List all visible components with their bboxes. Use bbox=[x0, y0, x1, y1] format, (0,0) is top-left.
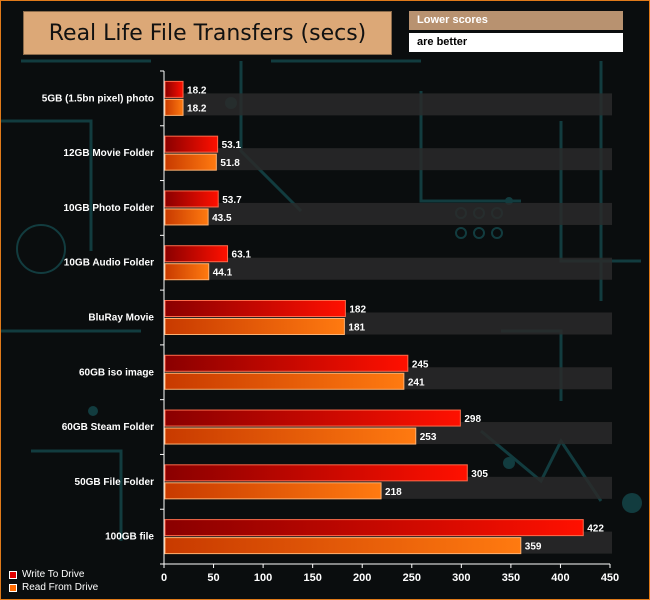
value-label: 18.2 bbox=[187, 103, 207, 114]
value-label: 305 bbox=[471, 469, 488, 480]
x-tick-label: 50 bbox=[207, 572, 219, 584]
x-tick-label: 350 bbox=[502, 572, 520, 584]
row-band bbox=[164, 93, 612, 116]
bar-read bbox=[164, 537, 522, 555]
legend-write-swatch bbox=[9, 570, 17, 579]
bar-read bbox=[164, 427, 417, 445]
x-tick-label: 0 bbox=[161, 572, 167, 584]
legend-read-swatch bbox=[9, 583, 17, 592]
category-label: 50GB File Folder bbox=[75, 477, 155, 488]
x-tick-label: 200 bbox=[353, 572, 371, 584]
value-label: 181 bbox=[348, 323, 365, 334]
note-lower-scores: Lower scores bbox=[409, 11, 623, 30]
bar-write bbox=[164, 519, 584, 537]
value-label: 422 bbox=[587, 524, 604, 535]
row-band bbox=[164, 148, 612, 171]
bar-read bbox=[164, 318, 345, 335]
bar-read bbox=[164, 263, 210, 281]
value-label: 359 bbox=[525, 542, 542, 553]
bar-write bbox=[164, 464, 468, 482]
bar-write bbox=[164, 354, 409, 372]
legend-read: Read From Drive bbox=[9, 582, 98, 593]
category-label: 12GB Movie Folder bbox=[63, 148, 154, 159]
value-label: 241 bbox=[408, 377, 425, 388]
value-label: 43.5 bbox=[212, 213, 232, 224]
row-band bbox=[164, 257, 612, 280]
category-label: 5GB (1.5bn pixel) photo bbox=[42, 93, 154, 104]
bar-write bbox=[164, 135, 219, 153]
category-label: 10GB Audio Folder bbox=[64, 258, 154, 269]
bar-read bbox=[164, 482, 382, 500]
x-tick-label: 400 bbox=[551, 572, 569, 584]
value-label: 53.7 bbox=[222, 195, 242, 206]
x-tick-label: 100 bbox=[254, 572, 272, 584]
value-label: 53.1 bbox=[222, 140, 242, 151]
legend-write-label: Write To Drive bbox=[22, 569, 85, 580]
x-tick-label: 300 bbox=[452, 572, 470, 584]
value-label: 298 bbox=[464, 414, 481, 425]
note-are-better: are better bbox=[409, 33, 623, 52]
value-label: 253 bbox=[420, 432, 437, 443]
chart-title: Real Life File Transfers (secs) bbox=[23, 11, 392, 55]
bar-read bbox=[164, 208, 209, 226]
bar-read bbox=[164, 372, 405, 390]
value-label: 218 bbox=[385, 487, 402, 498]
value-label: 182 bbox=[349, 305, 366, 316]
bar-write bbox=[164, 300, 346, 317]
category-label: 100GB file bbox=[105, 532, 154, 543]
category-label: 60GB iso image bbox=[79, 367, 154, 378]
x-tick-label: 250 bbox=[403, 572, 421, 584]
legend-read-label: Read From Drive bbox=[22, 582, 99, 593]
row-band bbox=[164, 202, 612, 225]
bar-write bbox=[164, 245, 229, 263]
legend-write: Write To Drive bbox=[9, 569, 84, 580]
bar-write bbox=[164, 80, 184, 98]
value-label: 44.1 bbox=[213, 268, 233, 279]
bar-read bbox=[164, 153, 217, 171]
x-tick-label: 450 bbox=[601, 572, 619, 584]
value-label: 245 bbox=[412, 359, 429, 370]
bar-read bbox=[164, 98, 184, 116]
x-tick-label: 150 bbox=[303, 572, 321, 584]
bar-write bbox=[164, 409, 461, 427]
category-label: BluRay Movie bbox=[88, 313, 154, 324]
category-label: 60GB Steam Folder bbox=[62, 422, 154, 433]
value-label: 18.2 bbox=[187, 85, 207, 96]
value-label: 63.1 bbox=[232, 250, 252, 261]
value-label: 51.8 bbox=[220, 158, 240, 169]
bar-write bbox=[164, 190, 219, 208]
category-label: 10GB Photo Folder bbox=[63, 203, 154, 214]
